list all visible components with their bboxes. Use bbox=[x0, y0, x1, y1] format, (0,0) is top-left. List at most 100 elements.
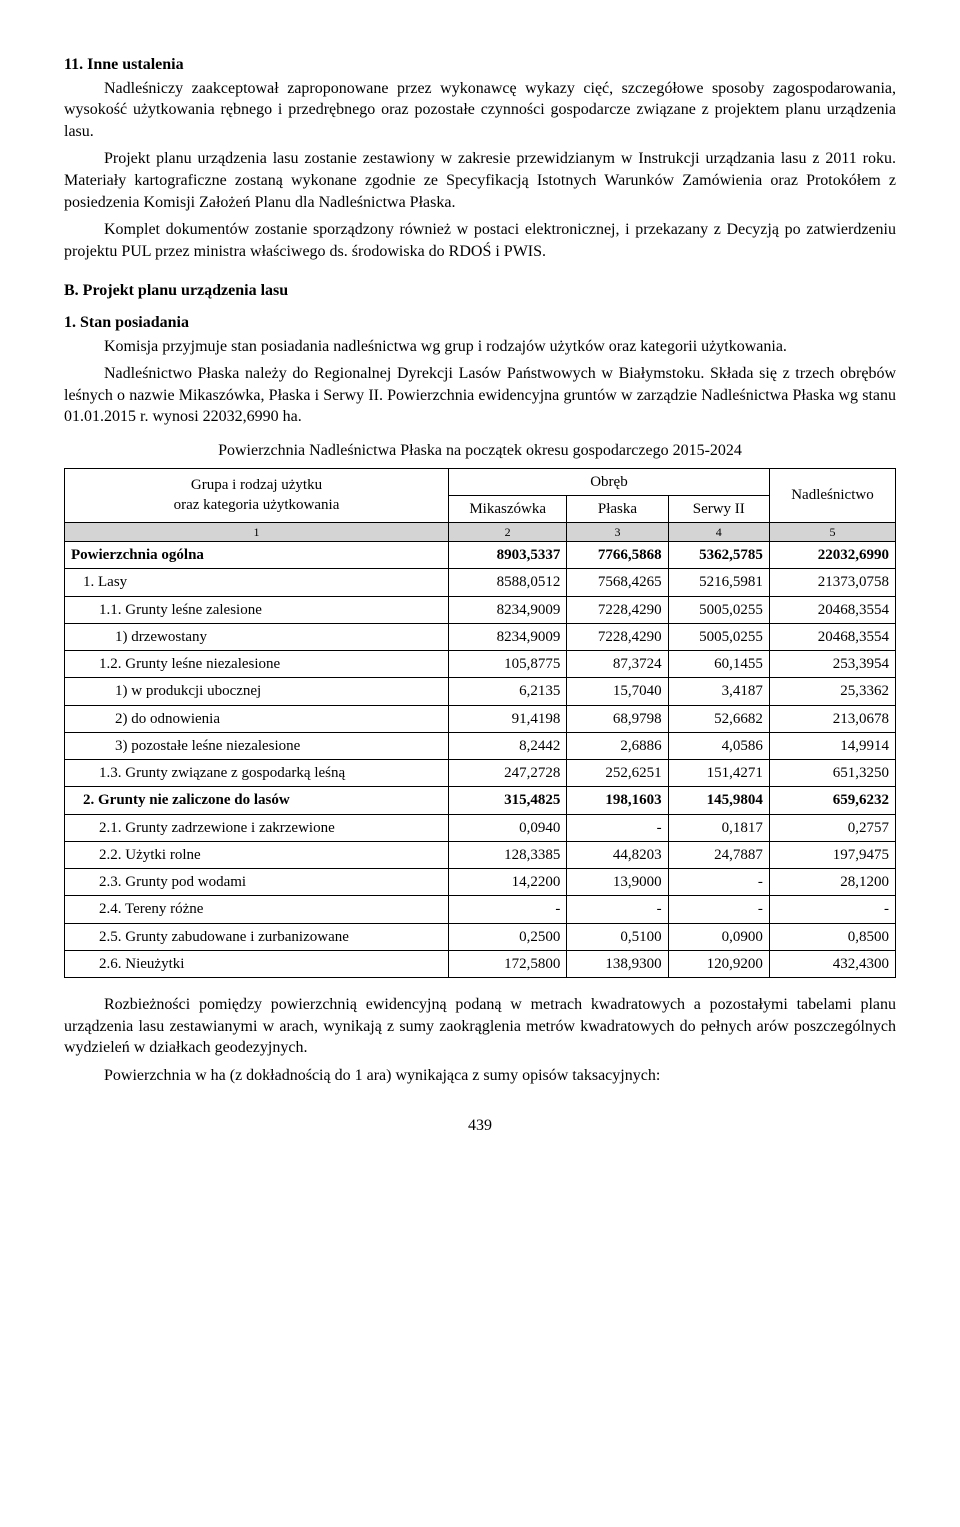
row-label: 2.4. Tereny różne bbox=[65, 896, 449, 923]
row-value: 20468,3554 bbox=[769, 596, 895, 623]
row-value: 44,8203 bbox=[567, 841, 668, 868]
header-nadlesnictwo: Nadleśnictwo bbox=[769, 468, 895, 523]
row-value: - bbox=[449, 896, 567, 923]
row-value: 197,9475 bbox=[769, 841, 895, 868]
row-value: 0,1817 bbox=[668, 814, 769, 841]
row-value: 4,0586 bbox=[668, 732, 769, 759]
row-value: - bbox=[668, 869, 769, 896]
row-value: 432,4300 bbox=[769, 950, 895, 977]
row-label: 2.5. Grunty zabudowane i zurbanizowane bbox=[65, 923, 449, 950]
row-value: 151,4271 bbox=[668, 760, 769, 787]
table-row: 1.2. Grunty leśne niezalesione105,877587… bbox=[65, 651, 896, 678]
row-value: 60,1455 bbox=[668, 651, 769, 678]
section-11-paragraph-3: Komplet dokumentów zostanie sporządzony … bbox=[64, 219, 896, 262]
row-value: 0,0940 bbox=[449, 814, 567, 841]
table-row: 1.3. Grunty związane z gospodarką leśną2… bbox=[65, 760, 896, 787]
section-11-title: 11. Inne ustalenia bbox=[64, 54, 896, 76]
row-value: 21373,0758 bbox=[769, 569, 895, 596]
row-label: 3) pozostałe leśne niezalesione bbox=[65, 732, 449, 759]
row-value: 128,3385 bbox=[449, 841, 567, 868]
footer-paragraph-1: Rozbieżności pomiędzy powierzchnią ewide… bbox=[64, 994, 896, 1059]
row-label: 1. Lasy bbox=[65, 569, 449, 596]
row-value: 138,9300 bbox=[567, 950, 668, 977]
row-value: - bbox=[567, 814, 668, 841]
section-1-paragraph-1: Komisja przyjmuje stan posiadania nadleś… bbox=[64, 336, 896, 358]
table-row: 2.1. Grunty zadrzewione i zakrzewione0,0… bbox=[65, 814, 896, 841]
table-row: 1) drzewostany8234,90097228,42905005,025… bbox=[65, 623, 896, 650]
row-value: - bbox=[567, 896, 668, 923]
row-label: 2.2. Użytki rolne bbox=[65, 841, 449, 868]
table-row: 2.2. Użytki rolne128,338544,820324,78871… bbox=[65, 841, 896, 868]
table-row: 2.3. Grunty pod wodami14,220013,9000-28,… bbox=[65, 869, 896, 896]
row-value: 28,1200 bbox=[769, 869, 895, 896]
row-value: 5362,5785 bbox=[668, 542, 769, 569]
row-value: 24,7887 bbox=[668, 841, 769, 868]
colnum-4: 4 bbox=[668, 523, 769, 542]
row-value: 0,2500 bbox=[449, 923, 567, 950]
row-value: 7766,5868 bbox=[567, 542, 668, 569]
row-value: 213,0678 bbox=[769, 705, 895, 732]
row-value: 15,7040 bbox=[567, 678, 668, 705]
row-value: 14,2200 bbox=[449, 869, 567, 896]
row-value: 8903,5337 bbox=[449, 542, 567, 569]
row-value: - bbox=[769, 896, 895, 923]
row-value: 120,9200 bbox=[668, 950, 769, 977]
row-label: 2.3. Grunty pod wodami bbox=[65, 869, 449, 896]
table-row: 3) pozostałe leśne niezalesione8,24422,6… bbox=[65, 732, 896, 759]
row-value: 7228,4290 bbox=[567, 596, 668, 623]
row-value: 105,8775 bbox=[449, 651, 567, 678]
row-value: 7568,4265 bbox=[567, 569, 668, 596]
colnum-1: 1 bbox=[65, 523, 449, 542]
row-value: 3,4187 bbox=[668, 678, 769, 705]
row-value: 252,6251 bbox=[567, 760, 668, 787]
colnum-2: 2 bbox=[449, 523, 567, 542]
header-mikaszowka: Mikaszówka bbox=[449, 495, 567, 522]
part-b-title: B. Projekt planu urządzenia lasu bbox=[64, 280, 896, 302]
row-value: 198,1603 bbox=[567, 787, 668, 814]
header-col1-line1: Grupa i rodzaj użytku bbox=[191, 477, 322, 493]
table-row: 1. Lasy8588,05127568,42655216,598121373,… bbox=[65, 569, 896, 596]
section-1-paragraph-2: Nadleśnictwo Płaska należy do Regionalne… bbox=[64, 363, 896, 428]
footer-paragraph-2: Powierzchnia w ha (z dokładnością do 1 a… bbox=[64, 1065, 896, 1087]
row-label: 1.3. Grunty związane z gospodarką leśną bbox=[65, 760, 449, 787]
colnum-5: 5 bbox=[769, 523, 895, 542]
row-value: 25,3362 bbox=[769, 678, 895, 705]
row-value: - bbox=[668, 896, 769, 923]
colnum-3: 3 bbox=[567, 523, 668, 542]
row-value: 87,3724 bbox=[567, 651, 668, 678]
row-value: 91,4198 bbox=[449, 705, 567, 732]
row-value: 20468,3554 bbox=[769, 623, 895, 650]
row-value: 8234,9009 bbox=[449, 596, 567, 623]
row-label: 1) drzewostany bbox=[65, 623, 449, 650]
table-row: 2.5. Grunty zabudowane i zurbanizowane0,… bbox=[65, 923, 896, 950]
row-value: 68,9798 bbox=[567, 705, 668, 732]
row-value: 172,5800 bbox=[449, 950, 567, 977]
row-value: 0,2757 bbox=[769, 814, 895, 841]
table-title: Powierzchnia Nadleśnictwa Płaska na pocz… bbox=[64, 440, 896, 462]
row-label: 2.1. Grunty zadrzewione i zakrzewione bbox=[65, 814, 449, 841]
row-value: 7228,4290 bbox=[567, 623, 668, 650]
row-value: 6,2135 bbox=[449, 678, 567, 705]
row-value: 8588,0512 bbox=[449, 569, 567, 596]
table-row: 2.4. Tereny różne---- bbox=[65, 896, 896, 923]
row-label: Powierzchnia ogólna bbox=[65, 542, 449, 569]
row-value: 2,6886 bbox=[567, 732, 668, 759]
row-label: 2) do odnowienia bbox=[65, 705, 449, 732]
row-label: 1.2. Grunty leśne niezalesione bbox=[65, 651, 449, 678]
header-obreb: Obręb bbox=[449, 468, 770, 495]
table-row: 2) do odnowienia91,419868,979852,6682213… bbox=[65, 705, 896, 732]
row-value: 253,3954 bbox=[769, 651, 895, 678]
row-value: 315,4825 bbox=[449, 787, 567, 814]
row-label: 1) w produkcji ubocznej bbox=[65, 678, 449, 705]
row-value: 145,9804 bbox=[668, 787, 769, 814]
section-11-paragraph-2: Projekt planu urządzenia lasu zostanie z… bbox=[64, 148, 896, 213]
row-value: 14,9914 bbox=[769, 732, 895, 759]
row-label: 1.1. Grunty leśne zalesione bbox=[65, 596, 449, 623]
header-serwy: Serwy II bbox=[668, 495, 769, 522]
row-value: 8,2442 bbox=[449, 732, 567, 759]
row-value: 22032,6990 bbox=[769, 542, 895, 569]
row-value: 5005,0255 bbox=[668, 623, 769, 650]
row-value: 247,2728 bbox=[449, 760, 567, 787]
section-11-paragraph-1: Nadleśniczy zaakceptował zaproponowane p… bbox=[64, 78, 896, 143]
table-row: 1) w produkcji ubocznej6,213515,70403,41… bbox=[65, 678, 896, 705]
